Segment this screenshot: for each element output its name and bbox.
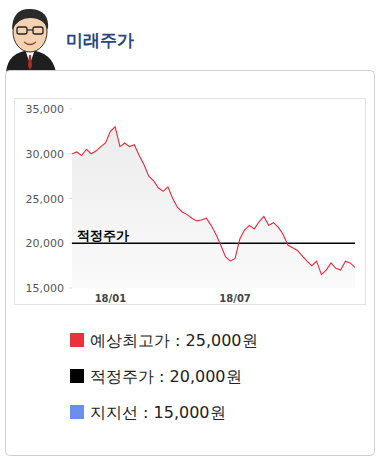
y-tick-label: 30,000 xyxy=(26,148,65,161)
avatar xyxy=(6,9,56,72)
legend-swatch xyxy=(70,369,84,383)
legend-swatch xyxy=(70,405,84,419)
y-tick xyxy=(69,198,72,199)
y-tick-label: 15,000 xyxy=(26,282,65,295)
level-label: 적정주가 xyxy=(77,228,129,243)
y-tick xyxy=(69,243,72,244)
title: 미래주가 xyxy=(66,30,134,50)
legend-swatch xyxy=(70,333,84,347)
panel xyxy=(6,71,375,456)
legend-label: 예상최고가 : 25,000원 xyxy=(90,331,258,350)
x-tick-label: 18/07 xyxy=(219,293,251,304)
legend-label: 적정주가 : 20,000원 xyxy=(90,367,242,386)
plot xyxy=(72,127,355,288)
y-tick xyxy=(69,109,72,110)
price-line xyxy=(72,127,355,275)
y-tick xyxy=(69,288,72,289)
y-tick-label: 25,000 xyxy=(26,193,65,206)
y-tick-label: 20,000 xyxy=(26,237,65,250)
price-area xyxy=(72,127,355,288)
page: 미래주가 15,000 20,000 25,000 30,000 35,000 18/01 1… xyxy=(0,0,380,463)
chart-frame xyxy=(15,99,366,305)
legend-label: 지지선 : 15,000원 xyxy=(90,403,226,422)
y-tick xyxy=(69,153,72,154)
y-tick-label: 35,000 xyxy=(26,103,65,116)
x-tick-label: 18/01 xyxy=(95,293,127,304)
